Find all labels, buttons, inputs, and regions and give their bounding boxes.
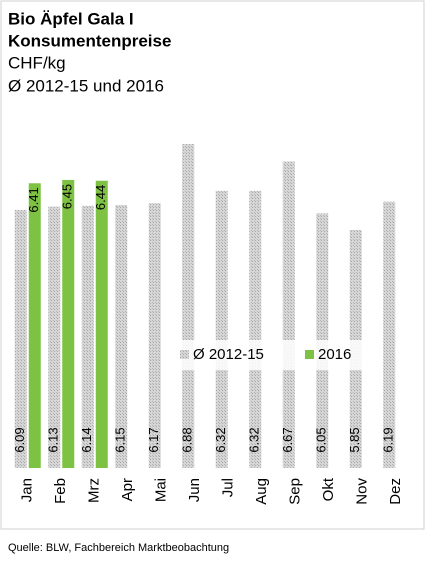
value-label: 6.13 (46, 427, 61, 452)
value-label: 6.09 (12, 427, 27, 452)
value-label: 6.67 (280, 427, 295, 452)
x-tick-label: Aug (253, 478, 270, 505)
chart-source: Quelle: BLW, Fachbereich Marktbeobachtun… (8, 542, 229, 554)
legend-label: 2016 (318, 346, 351, 363)
x-tick-label: Jul (220, 478, 237, 497)
x-tick-label: Okt (320, 477, 337, 501)
x-tick-label: Sep (287, 478, 304, 505)
x-tick-label: Nov (354, 478, 371, 505)
bar (95, 180, 108, 468)
x-tick-label: Jun (186, 478, 203, 502)
x-tick-label: Mai (153, 478, 170, 502)
bar (215, 190, 228, 468)
bar (81, 205, 94, 468)
bar (182, 144, 195, 468)
legend-box (165, 340, 365, 370)
chart-unit: CHF/kg (8, 53, 66, 72)
x-tick-label: Dez (387, 478, 404, 505)
bar (249, 190, 262, 468)
value-label: 6.45 (60, 184, 75, 209)
legend-label: Ø 2012-15 (193, 346, 264, 363)
bar (48, 206, 61, 468)
value-label: 6.88 (180, 427, 195, 452)
value-label: 6.44 (93, 185, 108, 210)
value-label: 6.32 (213, 427, 228, 452)
x-tick-label: Feb (52, 478, 69, 504)
chart-title: Bio Äpfel Gala I (8, 9, 134, 28)
value-label: 6.15 (113, 427, 128, 452)
bar (14, 209, 27, 469)
value-label: 6.14 (79, 427, 94, 452)
value-label: 6.32 (247, 427, 262, 452)
value-label: 6.41 (26, 187, 41, 212)
legend-swatch (305, 350, 314, 359)
bar (28, 183, 41, 468)
bar (383, 201, 396, 468)
x-tick-label: Apr (119, 478, 136, 501)
bar (115, 204, 128, 468)
bar (148, 203, 161, 468)
chart-subtitle2: Ø 2012-15 und 2016 (8, 76, 164, 95)
value-label: 5.85 (347, 427, 362, 452)
chart-subtitle: Konsumentenpreise (8, 31, 171, 50)
value-label: 6.17 (146, 427, 161, 452)
bar (282, 161, 295, 468)
bar (62, 179, 75, 469)
value-label: 6.19 (381, 427, 396, 452)
legend-swatch (180, 350, 189, 359)
x-tick-label: Mrz (86, 478, 103, 503)
x-tick-label: Jan (19, 478, 36, 502)
value-label: 6.05 (314, 427, 329, 452)
